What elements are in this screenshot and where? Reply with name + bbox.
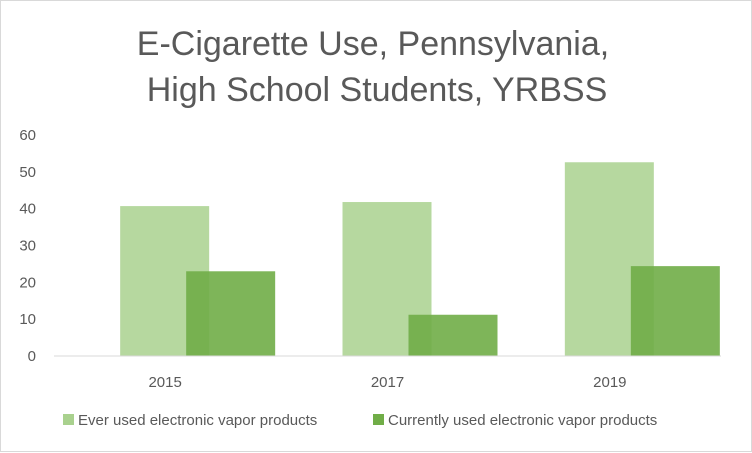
legend-label-ever-used: Ever used electronic vapor products	[78, 412, 317, 429]
bar-currently-used-2015	[186, 271, 276, 356]
bar-currently-used-2017	[408, 314, 498, 356]
y-tick-label: 0	[28, 348, 36, 365]
x-tick-label: 2019	[593, 374, 626, 391]
x-tick-label: 2017	[371, 374, 404, 391]
legend-swatch-currently-used	[373, 414, 384, 425]
legend: Ever used electronic vapor products Curre…	[63, 412, 657, 429]
x-axis-ticks: 2015 2017 2019	[148, 374, 626, 391]
y-tick-label: 60	[19, 127, 36, 144]
y-tick-label: 40	[19, 201, 36, 218]
y-axis-ticks: 0 10 20 30 40 50 60	[19, 127, 36, 365]
bar-currently-used-2019	[630, 266, 720, 356]
legend-swatch-ever-used	[63, 414, 74, 425]
chart-title-line-1: E-Cigarette Use, Pennsylvania,	[137, 25, 609, 63]
y-tick-label: 30	[19, 238, 36, 255]
x-tick-label: 2015	[148, 374, 181, 391]
bars	[120, 162, 720, 356]
y-tick-label: 50	[19, 164, 36, 181]
chart-title-line-2: High School Students, YRBSS	[147, 71, 608, 109]
legend-label-currently-used: Currently used electronic vapor products	[388, 412, 657, 429]
y-tick-label: 20	[19, 274, 36, 291]
y-tick-label: 10	[19, 311, 36, 328]
